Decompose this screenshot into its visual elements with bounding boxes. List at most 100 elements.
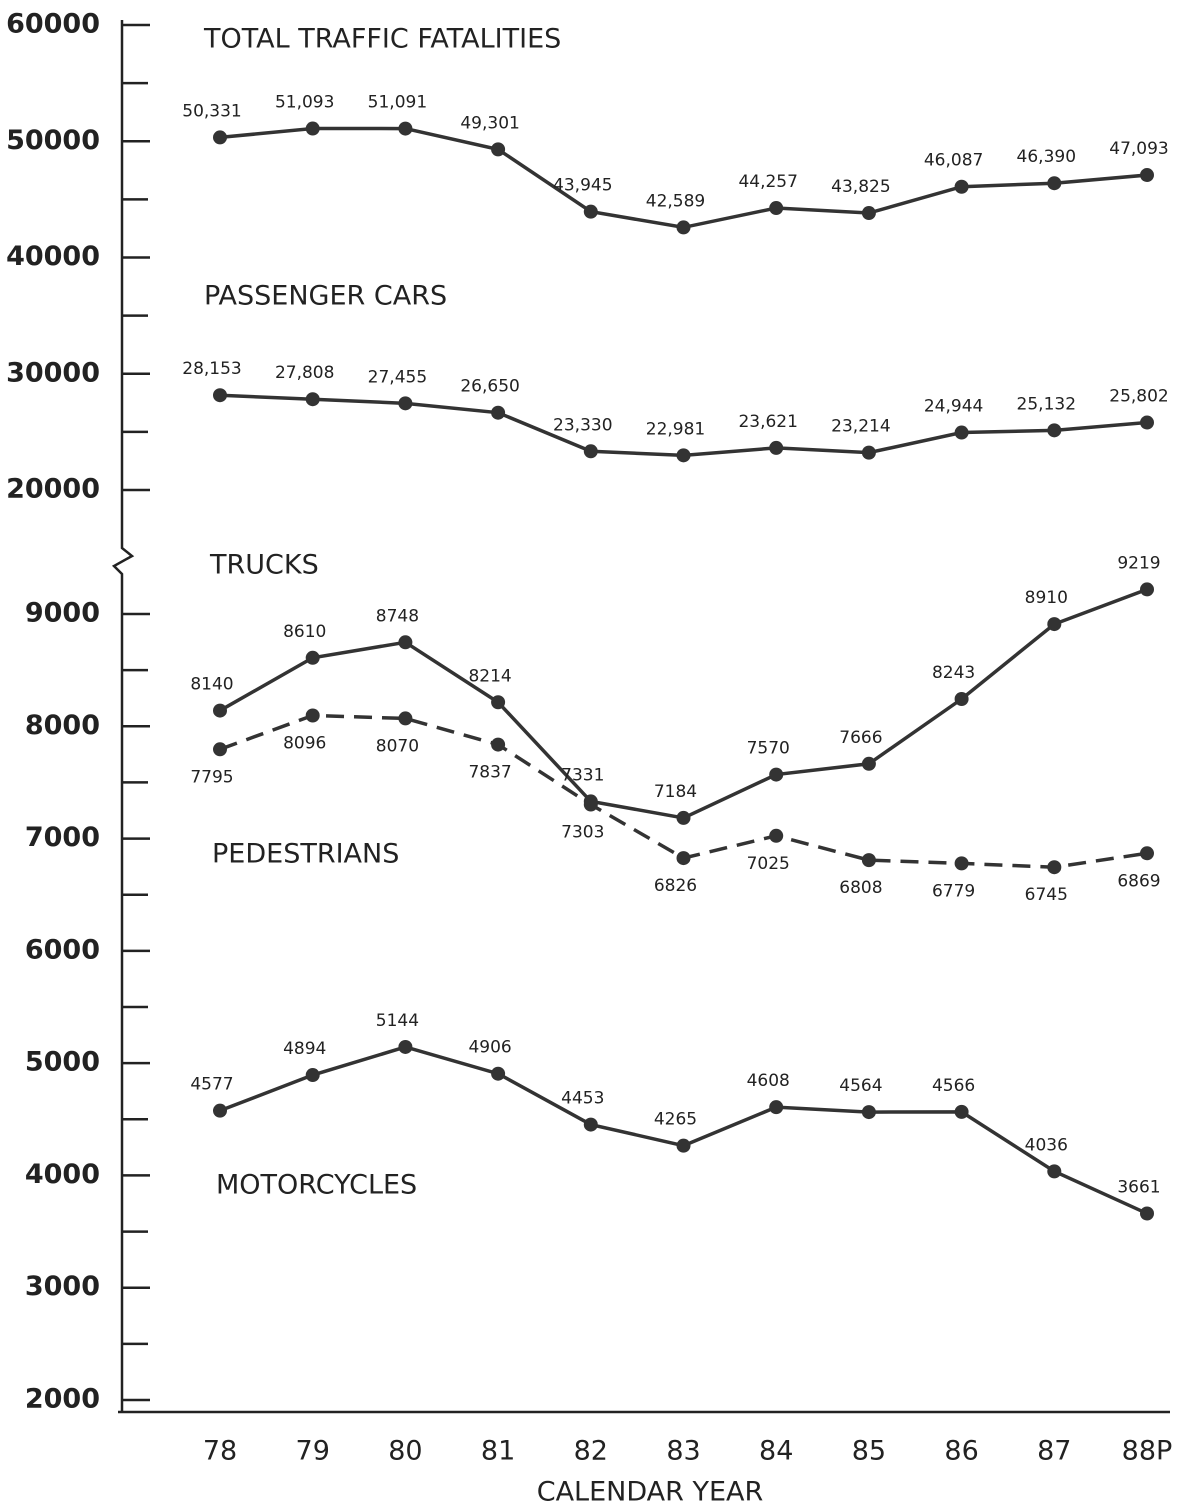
data-point	[1140, 415, 1154, 430]
data-point	[398, 1039, 413, 1054]
data-point	[954, 425, 969, 440]
data-point	[305, 1068, 320, 1083]
data-label: 27,455	[368, 367, 427, 387]
data-point	[491, 737, 506, 752]
y-tick-label: 40000	[6, 241, 100, 272]
data-label: 4453	[561, 1089, 604, 1109]
data-point	[1047, 176, 1062, 191]
data-point	[583, 1117, 598, 1132]
x-tick-label: 82	[574, 1436, 608, 1467]
data-point	[213, 130, 227, 145]
data-label: 8610	[283, 622, 326, 642]
y-axis	[111, 20, 135, 1412]
data-label: 7303	[561, 823, 604, 843]
data-point	[398, 121, 413, 136]
data-label: 6869	[1117, 871, 1160, 891]
y-tick-label: 2000	[25, 1384, 100, 1415]
data-point	[491, 142, 506, 157]
data-point	[305, 708, 320, 723]
data-label: 7025	[747, 854, 790, 874]
x-tick-label: 78	[203, 1436, 237, 1467]
data-label: 4564	[839, 1076, 882, 1096]
data-label: 3661	[1117, 1177, 1160, 1197]
data-label: 6745	[1025, 885, 1068, 905]
x-tick-label: 83	[666, 1436, 700, 1467]
data-point	[213, 1103, 227, 1118]
data-point	[861, 445, 876, 460]
data-label: 4036	[1025, 1135, 1068, 1155]
data-label: 4608	[747, 1071, 790, 1091]
x-tick-label: 84	[759, 1436, 793, 1467]
data-point	[954, 1104, 969, 1119]
data-point	[769, 828, 784, 843]
data-label: 46,390	[1017, 147, 1076, 167]
y-tick-label: 9000	[25, 598, 100, 629]
data-label: 4265	[654, 1110, 697, 1130]
data-label: 4577	[190, 1075, 233, 1095]
data-point	[1047, 860, 1062, 875]
data-point	[676, 1138, 691, 1153]
data-label: 7184	[654, 782, 697, 802]
data-point	[491, 695, 506, 710]
data-point	[676, 220, 691, 235]
data-point	[769, 1100, 784, 1115]
data-label: 6779	[932, 881, 975, 901]
data-point	[769, 201, 784, 216]
data-point	[1140, 168, 1154, 183]
data-label: 42,589	[646, 191, 705, 211]
y-tick-label: 8000	[25, 710, 100, 741]
data-label: 8096	[283, 734, 326, 754]
x-tick-label: 80	[388, 1436, 422, 1467]
x-axis-title: CALENDAR YEAR	[537, 1477, 764, 1508]
data-point	[1047, 1164, 1062, 1179]
y-tick-label: 20000	[6, 474, 100, 505]
data-label: 7837	[468, 763, 511, 783]
data-point	[954, 692, 969, 707]
data-point	[213, 703, 227, 718]
data-point	[861, 853, 876, 868]
data-point	[676, 448, 691, 463]
data-label: 7795	[190, 767, 233, 787]
data-point	[769, 440, 784, 455]
data-label: 8748	[376, 606, 419, 626]
data-label: 4566	[932, 1076, 975, 1096]
data-point	[305, 121, 320, 136]
data-label: 49,301	[460, 113, 519, 133]
data-point	[676, 810, 691, 825]
data-label: 47,093	[1109, 139, 1168, 159]
data-label: 51,091	[368, 93, 427, 113]
series-label: TRUCKS	[209, 550, 319, 581]
series-label: TOTAL TRAFFIC FATALITIES	[203, 24, 561, 55]
data-label: 51,093	[275, 93, 334, 113]
data-label: 23,214	[831, 417, 890, 437]
data-label: 8070	[376, 736, 419, 756]
y-tick-label: 3000	[25, 1271, 100, 1302]
data-label: 8243	[932, 663, 975, 683]
data-label: 23,330	[553, 415, 612, 435]
data-point	[491, 405, 506, 420]
data-point	[398, 396, 413, 411]
data-label: 27,808	[275, 363, 334, 383]
data-label: 26,650	[460, 377, 519, 397]
y-tick-label: 5000	[25, 1047, 100, 1078]
data-label: 7331	[561, 765, 604, 785]
data-point	[583, 204, 598, 219]
data-label: 46,087	[924, 151, 983, 171]
data-point	[305, 392, 320, 407]
data-label: 43,825	[831, 177, 890, 197]
data-point	[861, 756, 876, 771]
data-point	[1047, 423, 1062, 438]
data-label: 23,621	[738, 412, 797, 432]
x-tick-label: 85	[852, 1436, 886, 1467]
data-point	[398, 635, 413, 650]
data-point	[583, 797, 598, 812]
y-tick-label: 50000	[6, 125, 100, 156]
x-tick-label: 81	[481, 1436, 515, 1467]
data-label: 6808	[839, 878, 882, 898]
data-label: 43,945	[553, 176, 612, 196]
data-label: 5144	[376, 1011, 419, 1031]
data-label: 8214	[468, 666, 511, 686]
data-label: 25,132	[1017, 394, 1076, 414]
y-tick-label: 4000	[25, 1159, 100, 1190]
